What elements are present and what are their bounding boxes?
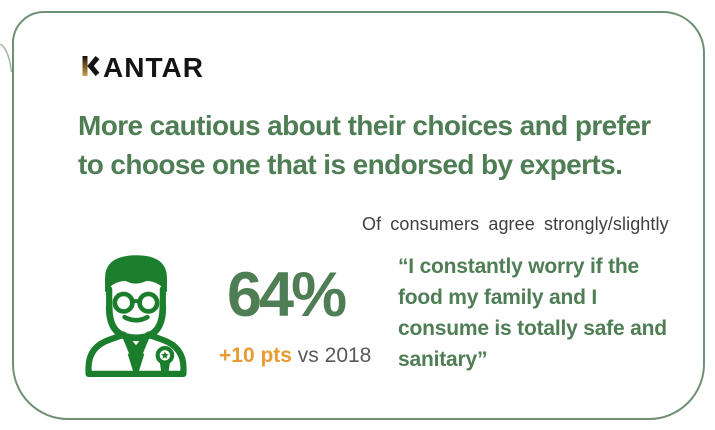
context-label: Of consumers agree strongly/slightly [362, 214, 669, 234]
stat-value: 64% [227, 260, 347, 330]
stat-comparison: vs 2018 [291, 344, 372, 367]
headline: More cautious about their choices and pr… [78, 110, 651, 180]
consumer-quote: “I constantly worry if the food my famil… [398, 255, 667, 371]
certified-expert-person-icon [85, 255, 187, 377]
content-card: ANTAR More cautious about their choices … [12, 11, 705, 420]
kantar-wordmark-text: ANTAR [103, 52, 204, 83]
kantar-logo: ANTAR [82, 54, 204, 82]
kantar-k-gradient-icon [82, 56, 100, 76]
stat-delta-row: +10 pts vs 2018 [219, 344, 371, 368]
stat-delta: +10 pts [219, 344, 292, 367]
